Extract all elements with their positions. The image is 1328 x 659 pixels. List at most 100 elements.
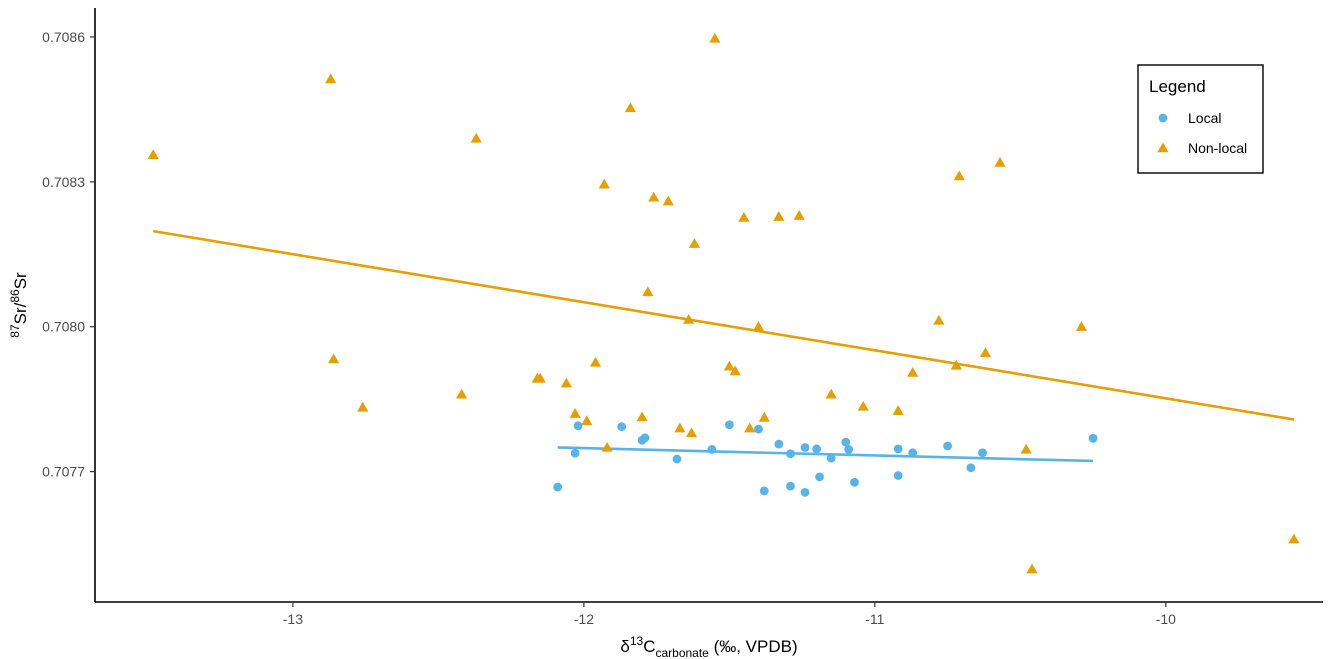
- non-local-point: [662, 195, 674, 206]
- non-local-point: [357, 401, 369, 412]
- x-axis-ticks: -13 -12 -11 -10: [283, 602, 1176, 627]
- local-point: [908, 448, 918, 458]
- x-tick-label: -10: [1156, 611, 1176, 627]
- trend-line-non-local: [152, 229, 1295, 421]
- y-title-sup1: 87: [8, 324, 22, 338]
- non-local-point: [328, 353, 340, 364]
- non-local-point: [674, 422, 686, 433]
- non-local-point: [325, 73, 337, 84]
- non-local-point: [729, 365, 741, 376]
- local-point: [786, 449, 795, 459]
- local-point: [826, 453, 836, 463]
- trend-line-local: [557, 446, 1094, 463]
- non-local-point: [147, 149, 159, 160]
- legend-key-local: [1158, 113, 1168, 123]
- local-point: [570, 448, 580, 458]
- local-point: [640, 433, 650, 443]
- non-local-point: [648, 191, 660, 202]
- local-point: [786, 481, 795, 491]
- local-point: [754, 424, 763, 434]
- non-local-point: [907, 367, 919, 377]
- non-local-point: [1075, 321, 1088, 331]
- x-title-delta: δ: [620, 637, 629, 656]
- trend-lines: [152, 229, 1295, 463]
- non-local-point: [683, 313, 695, 324]
- legend: Legend Local Non-local: [1137, 64, 1264, 174]
- non-local-point: [1288, 533, 1300, 544]
- axes: [94, 8, 1323, 603]
- local-point: [707, 444, 717, 454]
- local-point: [978, 448, 987, 458]
- x-axis-title: δ13Ccarbonate (‰, VPDB): [620, 634, 797, 659]
- local-point: [943, 441, 953, 451]
- non-local-point: [601, 441, 613, 452]
- non-local-point: [758, 411, 770, 422]
- legend-entries: Local Non-local: [1157, 110, 1247, 156]
- local-point: [844, 444, 854, 454]
- non-local-point: [825, 388, 837, 399]
- x-tick-label: -13: [283, 611, 303, 627]
- non-local-point: [569, 408, 581, 418]
- local-point: [759, 486, 769, 496]
- local-point: [553, 482, 563, 492]
- non-local-point: [534, 372, 546, 383]
- y-tick-label: 0.7086: [42, 29, 85, 45]
- y-axis-ticks: 0.7077 0.7080 0.7083 0.7086: [42, 29, 95, 480]
- non-local-point: [979, 347, 992, 358]
- legend-label: Non-local: [1188, 140, 1247, 156]
- non-local-point: [624, 102, 637, 113]
- non-local-point: [752, 321, 765, 331]
- x-title-tail: (‰, VPDB): [709, 637, 798, 656]
- local-point: [893, 444, 903, 454]
- non-local-point: [636, 411, 648, 422]
- non-local-point: [688, 238, 701, 248]
- y-title-mid1: Sr/: [11, 302, 30, 324]
- local-point: [841, 437, 851, 447]
- non-local-point: [642, 286, 654, 297]
- non-local-point: [709, 32, 721, 43]
- non-local-point: [793, 210, 805, 220]
- x-title-sup: 13: [630, 634, 644, 648]
- y-tick-label: 0.7083: [42, 174, 85, 190]
- non-local-point: [950, 359, 962, 370]
- non-local-point: [953, 170, 965, 181]
- legend-title: Legend: [1149, 77, 1206, 96]
- local-point: [893, 471, 903, 480]
- local-point: [850, 477, 859, 487]
- x-title-sub: carbonate: [655, 646, 709, 659]
- local-point: [573, 421, 583, 431]
- x-tick-label: -12: [574, 611, 594, 627]
- local-point: [815, 472, 824, 482]
- y-tick-label: 0.7080: [42, 319, 85, 335]
- data-points: [147, 32, 1300, 574]
- non-local-point: [994, 156, 1006, 167]
- y-tick-label: 0.7077: [42, 464, 85, 480]
- non-local-point: [456, 388, 468, 399]
- non-local-point: [738, 211, 750, 222]
- non-local-point: [892, 405, 904, 415]
- non-local-point: [470, 132, 482, 143]
- non-local-point: [857, 400, 869, 411]
- non-local-point: [598, 178, 610, 189]
- legend-label: Local: [1188, 110, 1221, 126]
- y-axis-title: 87Sr/86Sr: [8, 272, 30, 338]
- local-point: [1088, 433, 1098, 443]
- local-point: [812, 444, 822, 454]
- non-local-point: [581, 415, 593, 426]
- local-point: [800, 443, 810, 452]
- local-point: [617, 422, 627, 432]
- non-local-point: [560, 377, 573, 388]
- legend-key-non-local: [1157, 142, 1169, 153]
- non-local-point: [723, 360, 735, 371]
- local-point: [724, 420, 734, 430]
- local-point: [774, 439, 784, 449]
- x-title-base: C: [643, 637, 655, 656]
- non-local-point: [685, 427, 698, 438]
- non-local-point: [1026, 563, 1038, 574]
- y-title-mid2: Sr: [11, 272, 30, 289]
- y-title-sup2: 86: [8, 289, 22, 303]
- non-local-point: [773, 211, 785, 221]
- non-local-point: [1020, 443, 1032, 454]
- non-local-point: [744, 422, 756, 433]
